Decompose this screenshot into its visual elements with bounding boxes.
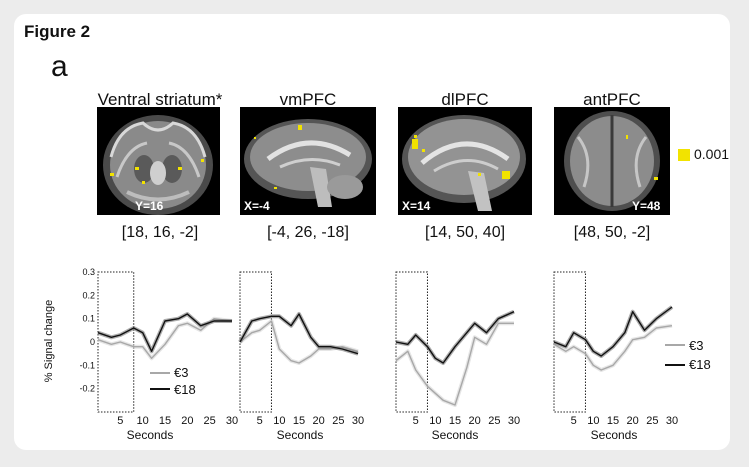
y-tick-label: 0.3 <box>82 267 95 277</box>
slice-label-dlpfc: X=14 <box>402 199 431 213</box>
x-tick-label: 25 <box>204 415 216 427</box>
y-tick-label: -0.2 <box>80 384 95 394</box>
stimulus-window-box <box>553 271 586 413</box>
chart-dlpfc: 5 10 15 20 25 30 <box>394 271 520 427</box>
region-title-vmpfc: vmPFC <box>279 90 337 109</box>
x-tick-label: 30 <box>666 415 678 427</box>
region-coords-ventral-striatum: [18, 16, -2] <box>121 224 199 241</box>
x-tick-label: 25 <box>332 415 344 427</box>
x-tick-label: 10 <box>137 415 149 427</box>
slice-label-antpfc: Y=48 <box>632 199 661 213</box>
series-line <box>395 322 514 406</box>
region-title-antpfc: antPFC <box>583 90 641 109</box>
y-tick-label: 0.2 <box>82 290 95 300</box>
x-tick-label: 5 <box>571 415 577 427</box>
threshold-color-swatch <box>678 149 690 161</box>
x-axis-title-antpfc: Seconds <box>590 428 638 442</box>
x-tick-label: 5 <box>117 415 123 427</box>
legend-lines-panel-1 <box>150 372 170 390</box>
stimulus-window-box <box>395 271 428 413</box>
x-tick-label: 5 <box>257 415 263 427</box>
x-tick-label: 5 <box>413 415 419 427</box>
chart-vmpfc: 5 10 15 20 25 30 <box>238 271 364 427</box>
slice-label-vmpfc: X=-4 <box>244 199 270 213</box>
series-line <box>553 325 673 371</box>
x-tick-label: 30 <box>352 415 364 427</box>
legend-label-low-panel-4: €3 <box>689 338 704 353</box>
legend-label-high-panel-4: €18 <box>689 357 711 372</box>
x-tick-label: 25 <box>646 415 658 427</box>
series-line <box>553 306 673 357</box>
legend-lines-panel-4 <box>665 344 685 366</box>
x-tick-label: 20 <box>469 415 481 427</box>
brain-slice-vmpfc <box>240 107 376 215</box>
x-tick-label: 30 <box>226 415 238 427</box>
stimulus-window-box <box>239 271 272 413</box>
legend-label-low: €3 <box>174 365 189 380</box>
region-title-dlpfc: dlPFC <box>441 90 489 109</box>
x-tick-label: 30 <box>508 415 520 427</box>
stimulus-window-box <box>97 271 135 413</box>
x-tick-label: 15 <box>293 415 305 427</box>
x-tick-label: 20 <box>627 415 639 427</box>
x-tick-label: 15 <box>159 415 171 427</box>
x-axis-title-ventral-striatum: Seconds <box>126 428 174 442</box>
figure-title: Figure 2 <box>24 22 91 41</box>
series-line <box>239 320 359 364</box>
series-line <box>97 318 233 360</box>
slice-label-ventral-striatum: Y=16 <box>135 199 164 213</box>
x-tick-label: 20 <box>313 415 325 427</box>
y-tick-label: 0 <box>90 337 95 347</box>
series-line <box>395 311 515 364</box>
chart-antpfc: 5 10 15 20 25 30 <box>552 271 678 427</box>
series-line <box>97 313 232 353</box>
region-coords-dlpfc: [14, 50, 40] <box>424 224 506 241</box>
threshold-value: 0.001 <box>694 146 730 162</box>
x-axis-title-dlpfc: Seconds <box>431 428 479 442</box>
series-line <box>239 313 359 355</box>
chart-ventral-striatum: 5 10 15 20 25 30 0.3 0.2 0.1 0 -0.1 -0.2 <box>80 267 238 427</box>
brain-slice-antpfc <box>554 107 670 215</box>
brain-slice-ventral-striatum <box>97 107 220 215</box>
legend-label-high: €18 <box>174 382 196 397</box>
region-coords-vmpfc: [-4, 26, -18] <box>267 224 349 241</box>
y-axis-label: % Signal change <box>43 299 55 383</box>
x-tick-label: 15 <box>449 415 461 427</box>
y-tick-label: 0.1 <box>82 314 95 324</box>
x-tick-label: 25 <box>488 415 500 427</box>
y-tick-label: -0.1 <box>80 360 95 370</box>
series-error-band <box>238 319 359 365</box>
x-tick-label: 15 <box>607 415 619 427</box>
x-axis-title-vmpfc: Seconds <box>276 428 324 442</box>
region-title-ventral-striatum: Ventral striatum* <box>97 90 223 109</box>
brain-slice-dlpfc <box>398 107 532 215</box>
x-tick-label: 10 <box>429 415 441 427</box>
x-tick-label: 20 <box>181 415 193 427</box>
x-tick-label: 10 <box>587 415 599 427</box>
region-coords-antpfc: [48, 50, -2] <box>573 224 651 241</box>
panel-letter: a <box>51 50 68 83</box>
x-tick-label: 10 <box>273 415 285 427</box>
